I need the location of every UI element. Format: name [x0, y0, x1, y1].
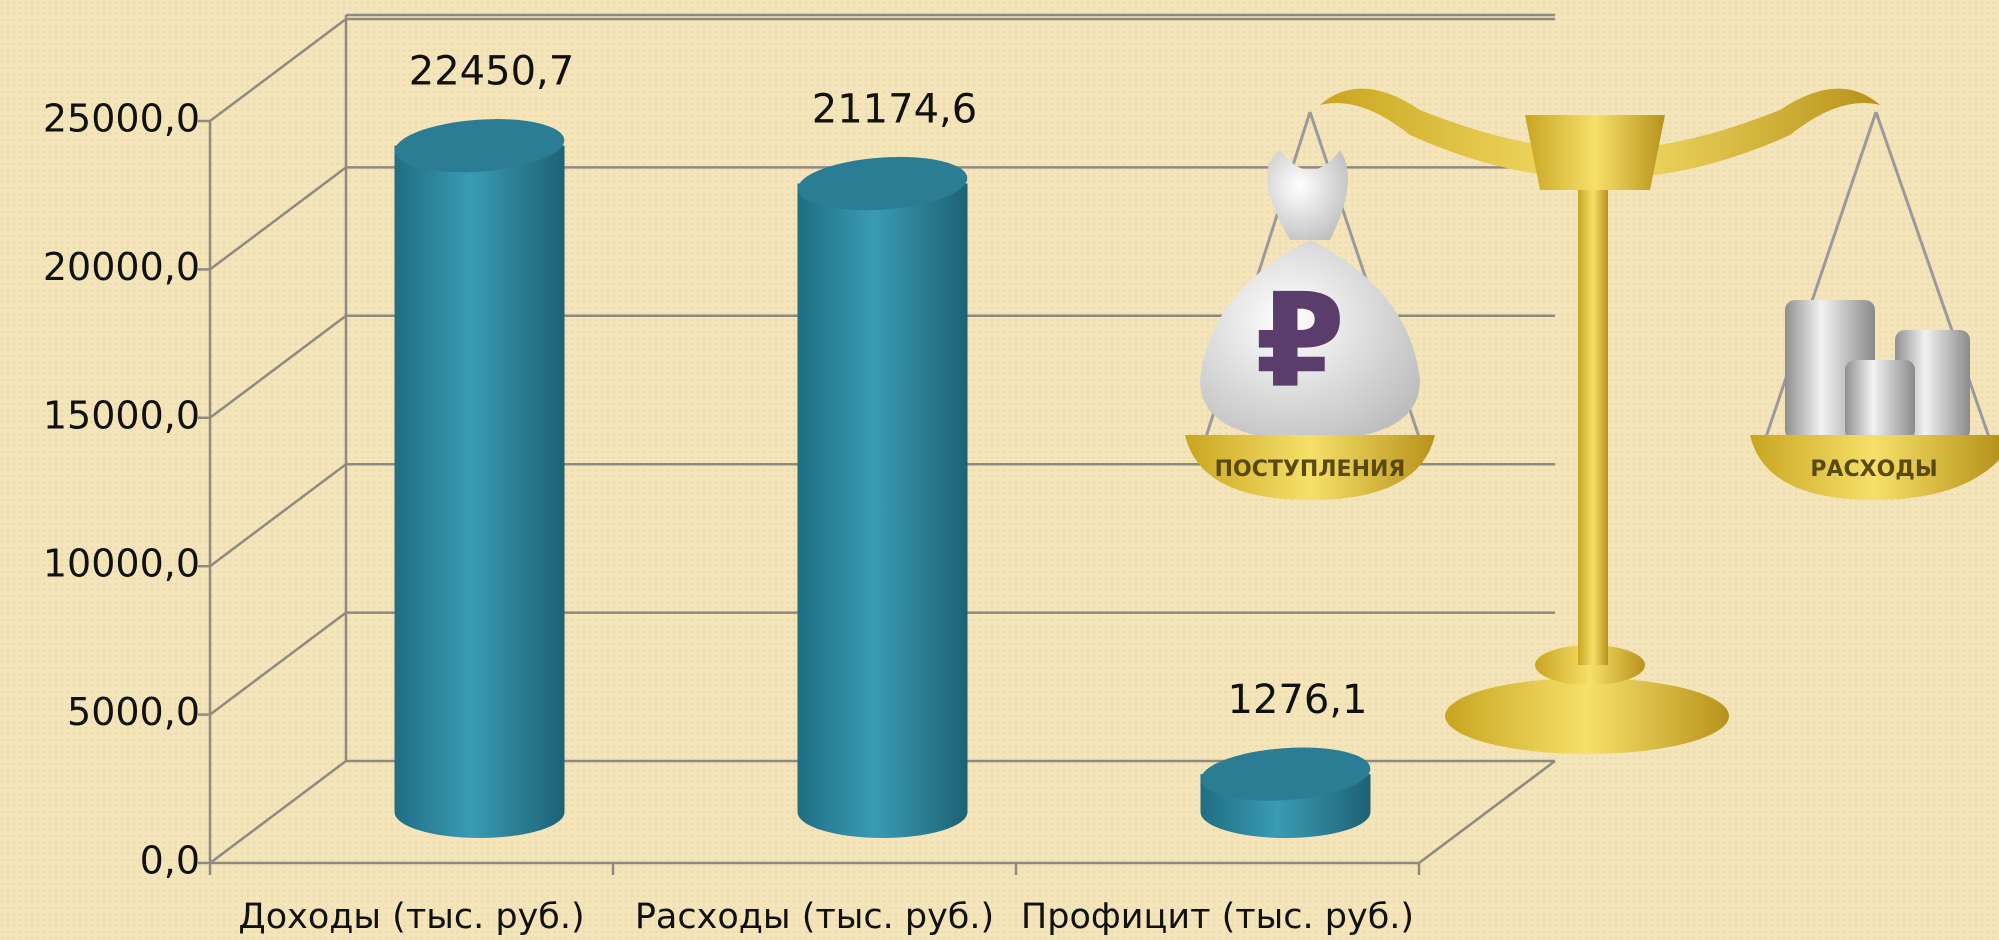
scale-base	[1445, 678, 1729, 754]
y-tick-label: 15000,0	[43, 393, 200, 437]
y-tick-label: 5000,0	[67, 690, 200, 734]
y-tick-label: 20000,0	[43, 245, 200, 289]
chart: 0,0 5000,0 10000,0 15000,0 20000,0 25000,0 Дох…	[0, 0, 1999, 940]
pan-label: ПОСТУПЛЕНИЯ	[1215, 457, 1406, 482]
pan-label: РАСХОДЫ	[1810, 457, 1937, 482]
ruble-sign: ₽	[1255, 265, 1345, 417]
bar	[798, 184, 968, 838]
bar	[395, 146, 565, 838]
value-label: 1276,1	[1228, 677, 1368, 723]
weight	[1845, 360, 1915, 440]
page: 0,0 5000,0 10000,0 15000,0 20000,0 25000,0 Дох…	[0, 0, 1999, 940]
x-tick-label: Доходы (тыс. руб.)	[238, 897, 584, 937]
value-label: 21174,6	[812, 87, 977, 133]
y-tick-label: 10000,0	[43, 542, 200, 586]
scale-head	[1525, 115, 1665, 190]
y-tick-label: 25000,0	[43, 97, 200, 141]
y-tick-label: 0,0	[140, 839, 200, 883]
x-tick-label: Расходы (тыс. руб.)	[635, 897, 994, 937]
value-label: 22450,7	[409, 49, 574, 95]
x-tick-label: Профицит (тыс. руб.)	[1021, 897, 1414, 937]
scale-pole	[1578, 175, 1608, 665]
